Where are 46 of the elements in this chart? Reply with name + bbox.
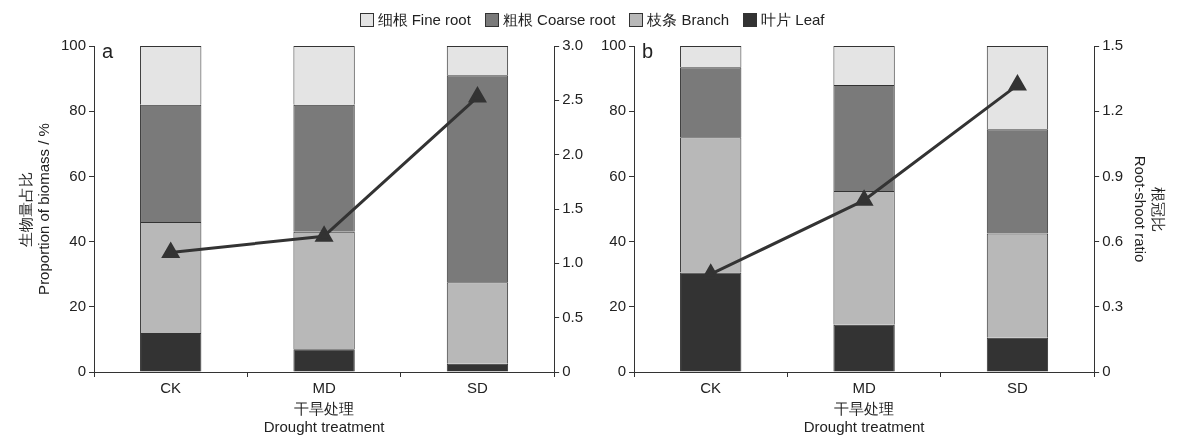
legend-label: 粗根 Coarse root (502, 10, 616, 30)
y2-tick-label: 0.9 (1102, 166, 1124, 184)
point (162, 242, 180, 258)
x-tick-label: MD (312, 379, 336, 397)
y-axis-title: 生物量占比 Proportion of biomass / % (17, 123, 53, 295)
point (315, 226, 333, 242)
y2-axis-title: 根冠比 Root-shoot ratio (1131, 155, 1167, 263)
y-tick-label: 40 (69, 231, 87, 249)
legend-label: 细根 Fine root (377, 10, 471, 30)
legend-label: 叶片 Leaf (761, 10, 825, 30)
x-tick-label: CK (160, 379, 182, 397)
point (855, 190, 873, 206)
x-tick-label: MD (852, 379, 876, 397)
x-axis-title: 干旱处理 Drought treatment (803, 400, 926, 436)
y-tick-label: 60 (69, 166, 87, 184)
y2-tick-label: 0.6 (1102, 231, 1124, 249)
y2-tick-label: 0.3 (1102, 296, 1124, 314)
y2-tick-label: 1.5 (562, 199, 584, 217)
y2-tick-label: 3.0 (562, 36, 584, 54)
y2-tick-label: 2.0 (562, 144, 584, 162)
x-tick-label: CK (700, 379, 722, 397)
y-tick-label: 0 (617, 362, 627, 380)
y2-tick-label: 1.5 (1102, 36, 1124, 54)
y2-tick-label: 0 (1102, 362, 1111, 380)
y2-tick-label: 1.2 (1102, 101, 1124, 119)
y-tick-label: 40 (609, 231, 627, 249)
x-tick-label: SD (467, 379, 489, 397)
x-tick-label: SD (1007, 379, 1029, 397)
annotation: b (642, 39, 654, 62)
point (1009, 75, 1026, 91)
y-tick-label: 20 (69, 296, 87, 314)
y-tick-label: 100 (601, 36, 627, 54)
point (469, 87, 486, 103)
y-tick-label: 20 (609, 296, 627, 314)
y2-tick-label: 1.0 (562, 253, 584, 271)
x-axis-title: 干旱处理 Drought treatment (263, 400, 386, 436)
y2-tick-label: 2.5 (562, 90, 584, 108)
annotation: a (102, 39, 115, 62)
y2-tick-label: 0 (562, 362, 571, 380)
y-tick-label: 80 (69, 101, 87, 119)
y-tick-label: 60 (609, 166, 627, 184)
y2-tick-label: 0.5 (562, 307, 584, 325)
y-tick-label: 100 (61, 36, 87, 54)
legend-label: 枝条 Branch (647, 10, 730, 30)
y-tick-label: 80 (609, 101, 627, 119)
y-tick-label: 0 (77, 362, 87, 380)
